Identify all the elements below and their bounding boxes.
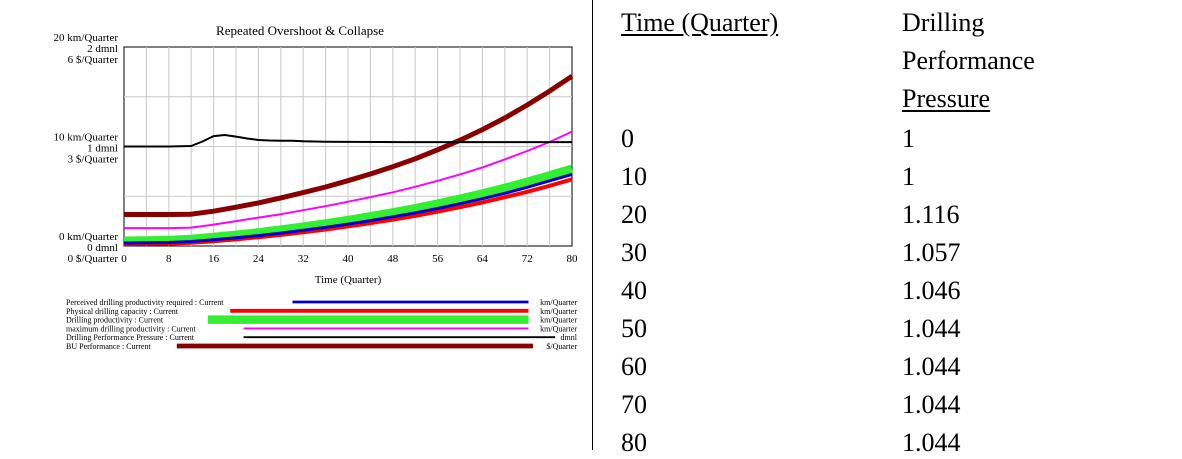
table-cell-pressure: 1.116 — [902, 200, 960, 229]
table-cell-pressure: 1.044 — [902, 314, 961, 343]
table-cell-time: 60 — [621, 352, 647, 381]
table-header-pressure-line1: Drilling — [902, 8, 985, 37]
column-divider — [592, 0, 593, 450]
legend: Perceived drilling productivity required… — [66, 298, 578, 351]
table-header-pressure-line2: Performance — [902, 46, 1035, 75]
x-tick-label: 48 — [387, 253, 399, 265]
table-cell-time: 20 — [621, 200, 647, 229]
legend-unit: km/Quarter — [540, 324, 577, 333]
chart-panel: Repeated Overshoot & Collapse Time (Quar… — [0, 0, 592, 450]
line-chart: Repeated Overshoot & Collapse Time (Quar… — [54, 23, 578, 351]
chart-title: Repeated Overshoot & Collapse — [216, 23, 384, 38]
y-tick-label: 0 km/Quarter — [59, 231, 118, 243]
series-line-2 — [123, 164, 574, 246]
table-header-pressure-line3: Pressure — [902, 84, 991, 113]
x-tick-label: 0 — [121, 253, 127, 265]
y-tick-label: 1 dmnl — [87, 143, 118, 155]
table-cell-pressure: 1.044 — [902, 352, 961, 381]
legend-unit: km/Quarter — [540, 298, 577, 307]
x-tick-label: 40 — [343, 253, 355, 265]
legend-label: Physical drilling capacity : Current — [66, 307, 179, 316]
x-tick-label: 64 — [477, 253, 489, 265]
table-cell-time: 10 — [621, 162, 647, 191]
legend-unit: km/Quarter — [540, 316, 577, 325]
x-tick-label: 72 — [522, 253, 533, 265]
legend-unit: dmnl — [561, 333, 578, 342]
table-header-time: Time (Quarter) — [621, 8, 779, 37]
x-tick-label: 8 — [166, 253, 172, 265]
table-cell-time: 70 — [621, 390, 647, 419]
series-line-0 — [123, 172, 573, 245]
table-cell-time: 30 — [621, 238, 647, 267]
table-cell-pressure: 1.044 — [902, 428, 961, 457]
y-tick-label: 6 $/Quarter — [68, 54, 119, 66]
legend-label: Drilling productivity : Current — [66, 316, 164, 325]
y-tick-label: 0 dmnl — [87, 242, 118, 254]
legend-label: maximum drilling productivity : Current — [66, 324, 197, 333]
y-tick-label: 3 $/Quarter — [68, 154, 119, 166]
data-table: Time (Quarter) Drilling Performance Pres… — [593, 0, 1182, 457]
table-cell-time: 80 — [621, 428, 647, 457]
table-cell-pressure: 1 — [902, 162, 915, 191]
x-tick-label: 32 — [298, 253, 309, 265]
legend-label: Drilling Performance Pressure : Current — [66, 333, 195, 342]
series-line-4 — [124, 134, 572, 148]
table-cell-time: 0 — [621, 124, 634, 153]
y-tick-label: 0 $/Quarter — [68, 253, 119, 265]
table-cell-time: 50 — [621, 314, 647, 343]
y-tick-label: 2 dmnl — [87, 43, 118, 55]
x-tick-label: 56 — [432, 253, 444, 265]
series-line-3 — [124, 130, 573, 230]
y-tick-label: 20 km/Quarter — [54, 32, 119, 44]
y-tick-label: 10 km/Quarter — [54, 132, 119, 144]
legend-unit: $/Quarter — [546, 342, 577, 351]
table-cell-pressure: 1.057 — [902, 238, 961, 267]
table-cell-time: 40 — [621, 276, 647, 305]
x-axis-label: Time (Quarter) — [315, 274, 382, 286]
x-tick-label: 16 — [208, 253, 220, 265]
legend-label: BU Performance : Current — [66, 342, 151, 351]
plot-series — [123, 74, 574, 246]
legend-unit: km/Quarter — [540, 307, 577, 316]
x-tick-label: 24 — [253, 253, 265, 265]
x-tick-label: 80 — [567, 253, 579, 265]
table-cell-pressure: 1.046 — [902, 276, 961, 305]
table-cell-pressure: 1 — [902, 124, 915, 153]
table-cell-pressure: 1.044 — [902, 390, 961, 419]
legend-label: Perceived drilling productivity required… — [66, 298, 224, 307]
series-line-5 — [124, 74, 574, 217]
